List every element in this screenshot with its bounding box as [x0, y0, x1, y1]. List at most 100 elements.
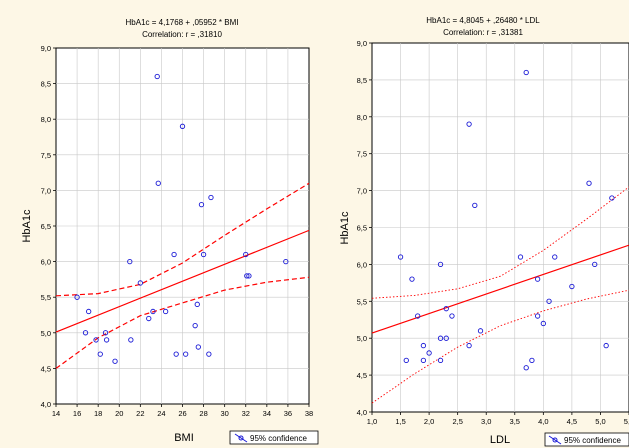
data-point	[443, 306, 449, 312]
data-point	[97, 351, 103, 357]
data-point	[477, 328, 484, 334]
x-tick-label: 3,0	[481, 417, 491, 426]
legend-label: 95% confidence	[564, 436, 621, 445]
y-tick-label: 7,5	[357, 150, 367, 159]
data-point	[437, 261, 444, 268]
grid	[369, 42, 629, 415]
confidence-upper	[55, 182, 310, 297]
data-point	[154, 73, 160, 80]
y-tick-label: 9,0	[41, 44, 51, 53]
x-tick-label: 3,5	[510, 417, 520, 426]
chart-title-equation: HbA1c = 4,8045 + ,26480 * LDL	[426, 16, 540, 25]
x-tick-label: 30	[220, 409, 228, 418]
y-tick-labels: 4,0 4,5 5,0 5,5 6,0 6,5 7,0 7,5 8,0 8,5 9,0	[357, 39, 367, 417]
x-tick-label: 22	[136, 409, 144, 418]
data-point	[173, 351, 179, 357]
data-point	[534, 313, 541, 319]
y-axis-label: HbA1c	[339, 211, 351, 245]
y-tick-label: 5,5	[357, 297, 367, 306]
data-point	[103, 337, 110, 343]
data-point	[415, 313, 421, 319]
x-axis-label: LDL	[490, 434, 510, 446]
confidence-band	[55, 182, 310, 369]
data-point	[552, 254, 558, 260]
legend-box	[229, 430, 319, 445]
data-point	[546, 298, 552, 304]
data-point	[198, 201, 205, 208]
data-point	[609, 195, 615, 201]
data-point	[171, 251, 177, 258]
y-tick-label: 7,0	[41, 186, 51, 195]
x-tick-label: 2,5	[452, 417, 462, 426]
data-point	[420, 342, 427, 349]
data-point	[603, 342, 609, 349]
data-point	[208, 194, 214, 201]
y-tick-label: 6,0	[41, 258, 51, 267]
chart-ldl: HbA1c = 4,8045 + ,26480 * LDL Correlatio…	[339, 16, 629, 447]
data-point	[443, 335, 449, 341]
data-point	[155, 180, 161, 186]
data-point	[569, 283, 575, 290]
y-tick-label: 5,5	[41, 293, 51, 302]
x-tick-label: 38	[305, 409, 313, 418]
y-tick-label: 7,0	[357, 187, 367, 196]
data-point	[102, 330, 109, 336]
x-tick-label: 28	[199, 409, 207, 418]
data-point	[127, 258, 133, 265]
data-point	[192, 323, 198, 329]
data-point	[246, 273, 252, 279]
legend: 95% confidence	[544, 432, 629, 447]
data-point	[540, 320, 546, 327]
grid	[53, 47, 310, 407]
data-point	[194, 301, 200, 307]
y-tick-label: 4,0	[41, 400, 51, 409]
legend-marker	[552, 437, 558, 443]
data-point	[150, 308, 156, 315]
chart-title-correlation: Correlation: r = ,31381	[443, 28, 523, 37]
data-point	[437, 335, 444, 341]
x-tick-label: 18	[94, 409, 102, 418]
data-point	[183, 351, 189, 357]
x-tick-label: 36	[284, 409, 292, 418]
y-tick-label: 4,0	[357, 408, 367, 417]
y-tick-label: 7,5	[41, 151, 51, 160]
y-tick-label: 6,0	[357, 260, 367, 269]
data-points	[74, 73, 289, 364]
data-point	[592, 261, 598, 268]
confidence-lower	[55, 276, 310, 369]
y-tick-label: 6,5	[41, 222, 51, 231]
data-point	[82, 330, 89, 336]
x-tick-label: 5,5	[624, 417, 629, 426]
x-tick-label: 26	[178, 409, 186, 418]
y-tick-label: 5,0	[41, 329, 51, 338]
data-points	[397, 69, 615, 371]
data-point	[523, 365, 529, 371]
x-tick-label: 24	[157, 409, 165, 418]
data-point	[472, 202, 478, 209]
regression-line	[371, 244, 629, 334]
legend-swatch	[234, 433, 248, 443]
y-tick-label: 8,5	[41, 80, 51, 89]
x-tick-label: 4,0	[538, 417, 548, 426]
data-point	[162, 308, 169, 315]
y-axis-label: HbA1c	[21, 209, 33, 243]
data-point	[409, 276, 415, 282]
chart-bmi: HbA1c = 4,1768 + ,05952 * BMI Correlatio…	[21, 18, 319, 445]
data-point	[206, 351, 212, 357]
confidence-band	[371, 186, 629, 404]
x-tick-label: 5,0	[595, 417, 605, 426]
data-point	[200, 251, 207, 258]
data-point	[195, 344, 201, 350]
data-point	[523, 69, 529, 76]
data-point	[586, 180, 592, 186]
legend-box	[544, 432, 629, 447]
y-tick-label: 8,5	[357, 76, 367, 85]
data-point	[466, 342, 472, 349]
data-point	[517, 254, 524, 260]
data-point	[93, 337, 99, 343]
x-tick-label: 34	[263, 409, 271, 418]
data-point	[426, 350, 432, 356]
data-point	[74, 294, 80, 300]
chart-title-correlation: Correlation: r = ,31810	[142, 30, 222, 39]
regression-line	[371, 244, 629, 334]
